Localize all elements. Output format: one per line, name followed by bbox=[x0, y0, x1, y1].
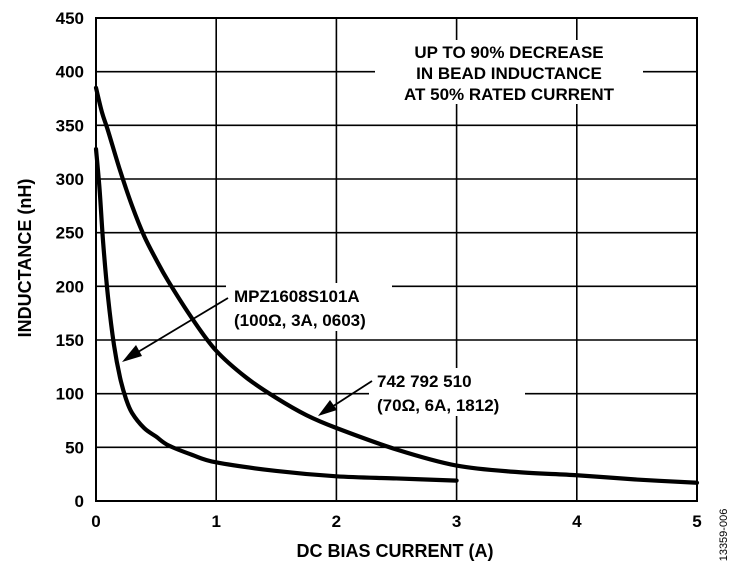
y-tick-label: 50 bbox=[65, 438, 84, 457]
y-tick-label: 150 bbox=[56, 331, 84, 350]
annotation-background bbox=[375, 40, 643, 104]
y-tick-label: 300 bbox=[56, 170, 84, 189]
x-tick-label: 0 bbox=[91, 512, 100, 531]
annotation-line-2: IN BEAD INDUCTANCE bbox=[416, 64, 602, 83]
series-curves bbox=[93, 85, 700, 485]
y-tick-label: 100 bbox=[56, 385, 84, 404]
x-tick-label: 2 bbox=[332, 512, 341, 531]
series-1-arrow-head bbox=[122, 345, 142, 362]
x-tick-label: 3 bbox=[452, 512, 461, 531]
y-tick-label: 0 bbox=[75, 492, 84, 511]
x-tick-label: 5 bbox=[692, 512, 701, 531]
plot-frame bbox=[95, 17, 698, 502]
y-axis-label: INDUCTANCE (nH) bbox=[15, 179, 35, 338]
series-2-line bbox=[93, 85, 700, 485]
series-1-line bbox=[93, 146, 459, 483]
series-2-arrow-head bbox=[318, 400, 337, 416]
y-tick-label: 250 bbox=[56, 224, 84, 243]
annotation-line-1: UP TO 90% DECREASE bbox=[414, 43, 603, 62]
x-tick-label: 1 bbox=[211, 512, 220, 531]
series-1-label-background bbox=[226, 283, 392, 331]
tick-labels: 0 50 100 150 200 250 300 350 400 450 0 1 2 3 4 5 bbox=[56, 9, 702, 531]
grid-lines bbox=[95, 17, 698, 502]
x-tick-label: 4 bbox=[572, 512, 582, 531]
annotation-line-3: AT 50% RATED CURRENT bbox=[404, 85, 615, 104]
x-axis-label: DC BIAS CURRENT (A) bbox=[297, 541, 494, 561]
y-tick-label: 450 bbox=[56, 9, 84, 28]
series-2-label-background bbox=[369, 368, 525, 416]
series-1-arrow-shaft bbox=[127, 297, 229, 359]
series-2-spec: (70Ω, 6A, 1812) bbox=[377, 396, 499, 415]
y-tick-label: 200 bbox=[56, 277, 84, 296]
figure-id: 13359-006 bbox=[718, 509, 730, 562]
series-2-label: 742 792 510 bbox=[377, 372, 472, 391]
series-1-spec: (100Ω, 3A, 0603) bbox=[234, 311, 366, 330]
y-tick-label: 400 bbox=[56, 63, 84, 82]
series-1-label: MPZ1608S101A bbox=[234, 287, 360, 306]
y-tick-label: 350 bbox=[56, 116, 84, 135]
